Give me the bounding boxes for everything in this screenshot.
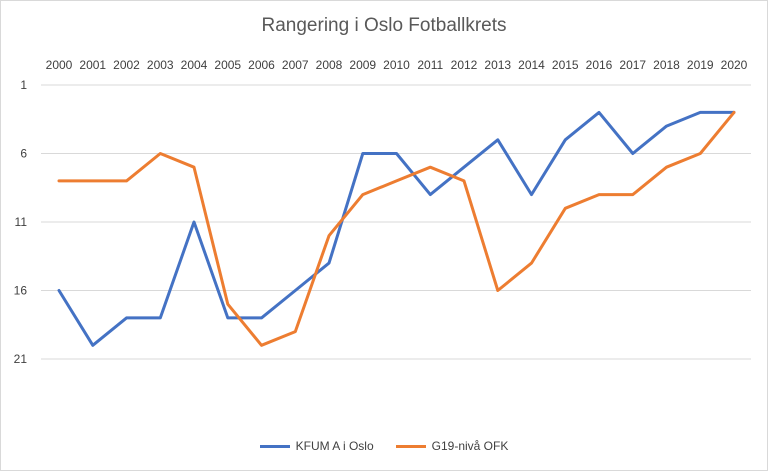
x-tick-label-2006: 2006 — [248, 58, 275, 72]
legend-item-g19: G19-nivå OFK — [395, 439, 509, 453]
legend-swatch-g19 — [395, 444, 426, 448]
legend: KFUM A i Oslo G19-nivå OFK — [1, 439, 767, 453]
y-tick-label-1: 1 — [20, 78, 27, 92]
x-tick-label-2015: 2015 — [552, 58, 579, 72]
x-tick-label-2004: 2004 — [181, 58, 208, 72]
x-tick-label-2017: 2017 — [619, 58, 646, 72]
y-tick-label-16: 16 — [14, 284, 28, 298]
x-tick-label-2013: 2013 — [484, 58, 511, 72]
x-tick-label-2005: 2005 — [214, 58, 241, 72]
x-tick-label-2002: 2002 — [113, 58, 140, 72]
chart-title: Rangering i Oslo Fotballkrets — [261, 15, 507, 36]
series-line-g19 — [57, 110, 736, 347]
legend-swatch-kfum — [259, 444, 290, 448]
x-tick-label-2012: 2012 — [451, 58, 478, 72]
x-tick-label-2016: 2016 — [586, 58, 613, 72]
x-tick-label-2014: 2014 — [518, 58, 545, 72]
x-tick-label-2008: 2008 — [316, 58, 343, 72]
y-tick-label-21: 21 — [14, 352, 28, 366]
legend-item-kfum: KFUM A i Oslo — [259, 439, 374, 453]
y-tick-label-6: 6 — [20, 147, 27, 161]
x-tick-label-2003: 2003 — [147, 58, 174, 72]
x-tick-label-2000: 2000 — [46, 58, 73, 72]
x-tick-label-2011: 2011 — [417, 58, 443, 72]
legend-label-g19: G19-nivå OFK — [431, 439, 509, 453]
x-tick-label-2019: 2019 — [687, 58, 714, 72]
x-tick-label-2018: 2018 — [653, 58, 680, 72]
y-tick-label-11: 11 — [15, 215, 28, 229]
series-line-kfum — [57, 110, 736, 347]
x-tick-label-2020: 2020 — [721, 58, 748, 72]
x-tick-label-2009: 2009 — [349, 58, 376, 72]
x-tick-label-2007: 2007 — [282, 58, 309, 72]
x-tick-label-2001: 2001 — [79, 58, 106, 72]
legend-label-kfum: KFUM A i Oslo — [295, 439, 374, 453]
x-tick-label-2010: 2010 — [383, 58, 410, 72]
